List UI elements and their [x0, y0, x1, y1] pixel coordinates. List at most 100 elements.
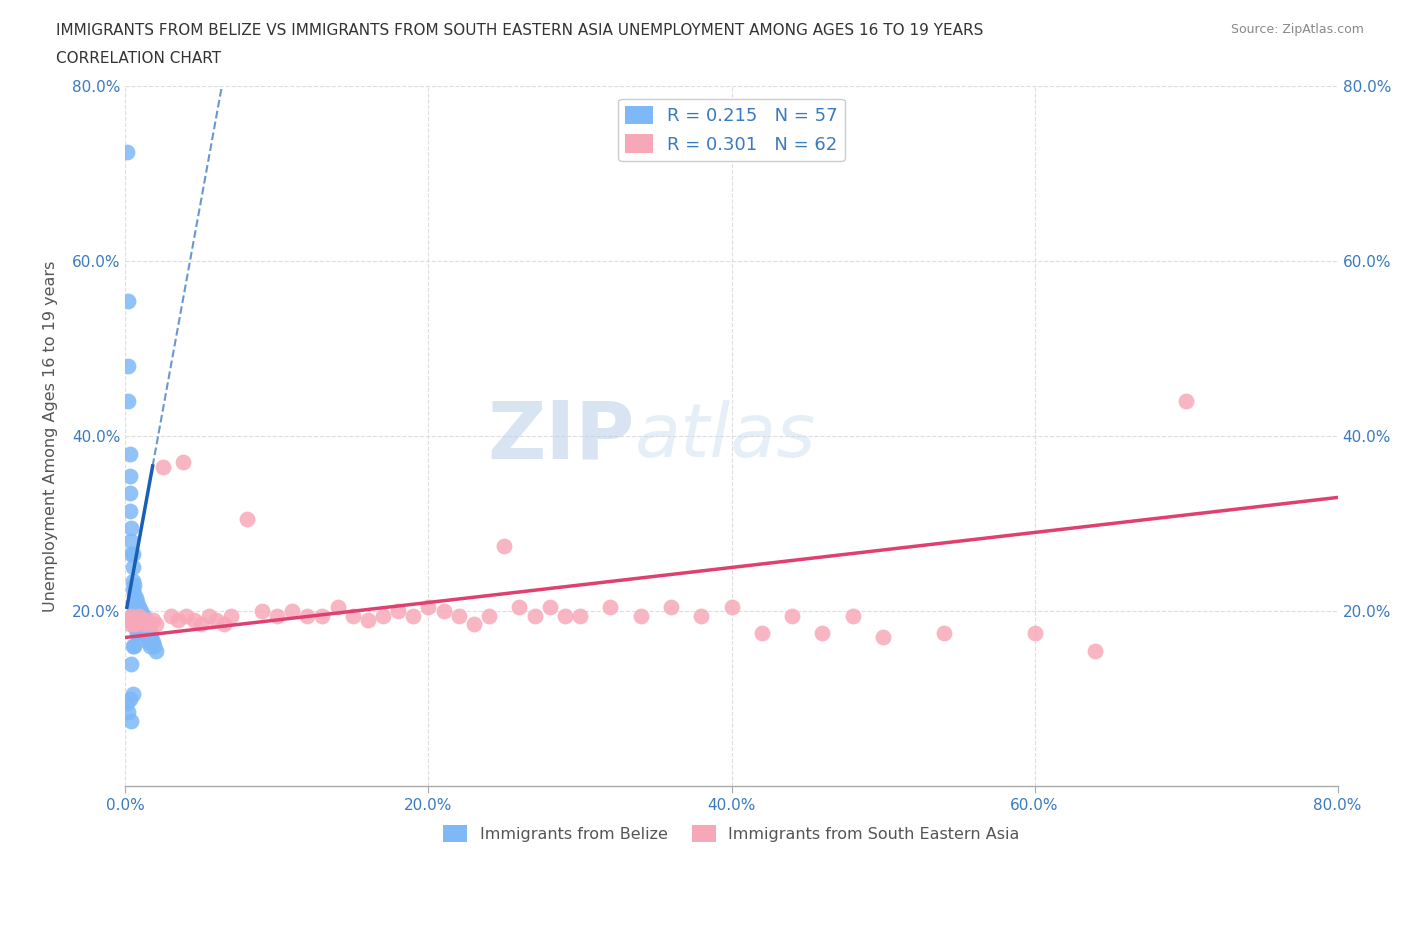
- Point: [129, 604, 152, 618]
- Point: [131, 608, 153, 623]
- Point: [478, 608, 501, 623]
- Point: [432, 604, 454, 618]
- Point: [124, 639, 146, 654]
- Point: [494, 538, 516, 553]
- Point: [115, 696, 138, 711]
- Point: [205, 613, 228, 628]
- Point: [463, 617, 485, 631]
- Point: [124, 604, 146, 618]
- Point: [120, 713, 142, 728]
- Point: [371, 608, 394, 623]
- Point: [125, 617, 148, 631]
- Point: [138, 639, 160, 654]
- Point: [128, 617, 150, 631]
- Point: [197, 608, 219, 623]
- Point: [523, 608, 546, 623]
- Point: [751, 626, 773, 641]
- Point: [118, 617, 141, 631]
- Point: [212, 617, 235, 631]
- Point: [402, 608, 425, 623]
- Point: [124, 578, 146, 592]
- Point: [135, 617, 157, 631]
- Point: [117, 393, 139, 408]
- Point: [122, 639, 145, 654]
- Point: [125, 621, 148, 636]
- Point: [932, 626, 955, 641]
- Text: CORRELATION CHART: CORRELATION CHART: [56, 51, 221, 66]
- Text: Source: ZipAtlas.com: Source: ZipAtlas.com: [1230, 23, 1364, 36]
- Point: [145, 644, 167, 658]
- Point: [136, 634, 159, 649]
- Point: [554, 608, 576, 623]
- Point: [659, 600, 682, 615]
- Point: [780, 608, 803, 623]
- Point: [118, 691, 141, 706]
- Point: [326, 600, 349, 615]
- Point: [221, 608, 243, 623]
- Point: [295, 608, 318, 623]
- Point: [142, 634, 165, 649]
- Point: [139, 630, 162, 644]
- Point: [120, 608, 142, 623]
- Point: [136, 621, 159, 636]
- Point: [120, 534, 142, 549]
- Point: [142, 613, 165, 628]
- Text: IMMIGRANTS FROM BELIZE VS IMMIGRANTS FROM SOUTH EASTERN ASIA UNEMPLOYMENT AMONG : IMMIGRANTS FROM BELIZE VS IMMIGRANTS FRO…: [56, 23, 984, 38]
- Point: [143, 639, 166, 654]
- Point: [122, 560, 145, 575]
- Point: [125, 591, 148, 605]
- Point: [872, 630, 894, 644]
- Point: [387, 604, 409, 618]
- Point: [132, 621, 155, 636]
- Point: [568, 608, 591, 623]
- Point: [811, 626, 834, 641]
- Point: [1084, 644, 1107, 658]
- Point: [160, 608, 183, 623]
- Point: [235, 512, 257, 526]
- Point: [630, 608, 652, 623]
- Point: [125, 608, 148, 623]
- Point: [128, 608, 150, 623]
- Point: [135, 630, 157, 644]
- Point: [128, 608, 150, 623]
- Point: [152, 459, 174, 474]
- Point: [1175, 393, 1198, 408]
- Point: [127, 604, 149, 618]
- Point: [129, 613, 152, 628]
- Point: [250, 604, 273, 618]
- Point: [183, 613, 205, 628]
- Point: [128, 600, 150, 615]
- Point: [118, 485, 141, 500]
- Point: [124, 613, 146, 628]
- Point: [720, 600, 742, 615]
- Point: [120, 547, 142, 562]
- Point: [841, 608, 863, 623]
- Point: [281, 604, 304, 618]
- Point: [117, 359, 139, 374]
- Point: [690, 608, 713, 623]
- Point: [118, 446, 141, 461]
- Point: [135, 613, 157, 628]
- Legend: Immigrants from Belize, Immigrants from South Eastern Asia: Immigrants from Belize, Immigrants from …: [437, 819, 1026, 848]
- Point: [129, 613, 152, 628]
- Point: [131, 617, 153, 631]
- Point: [418, 600, 440, 615]
- Point: [599, 600, 621, 615]
- Point: [538, 600, 561, 615]
- Point: [120, 657, 142, 671]
- Point: [124, 586, 146, 601]
- Point: [122, 573, 145, 588]
- Point: [120, 521, 142, 536]
- Point: [122, 687, 145, 702]
- Point: [172, 455, 194, 470]
- Point: [357, 613, 380, 628]
- Point: [342, 608, 364, 623]
- Point: [122, 582, 145, 597]
- Point: [190, 617, 212, 631]
- Point: [266, 608, 288, 623]
- Point: [122, 617, 145, 631]
- Point: [122, 547, 145, 562]
- Point: [1024, 626, 1046, 641]
- Point: [125, 600, 148, 615]
- Point: [127, 613, 149, 628]
